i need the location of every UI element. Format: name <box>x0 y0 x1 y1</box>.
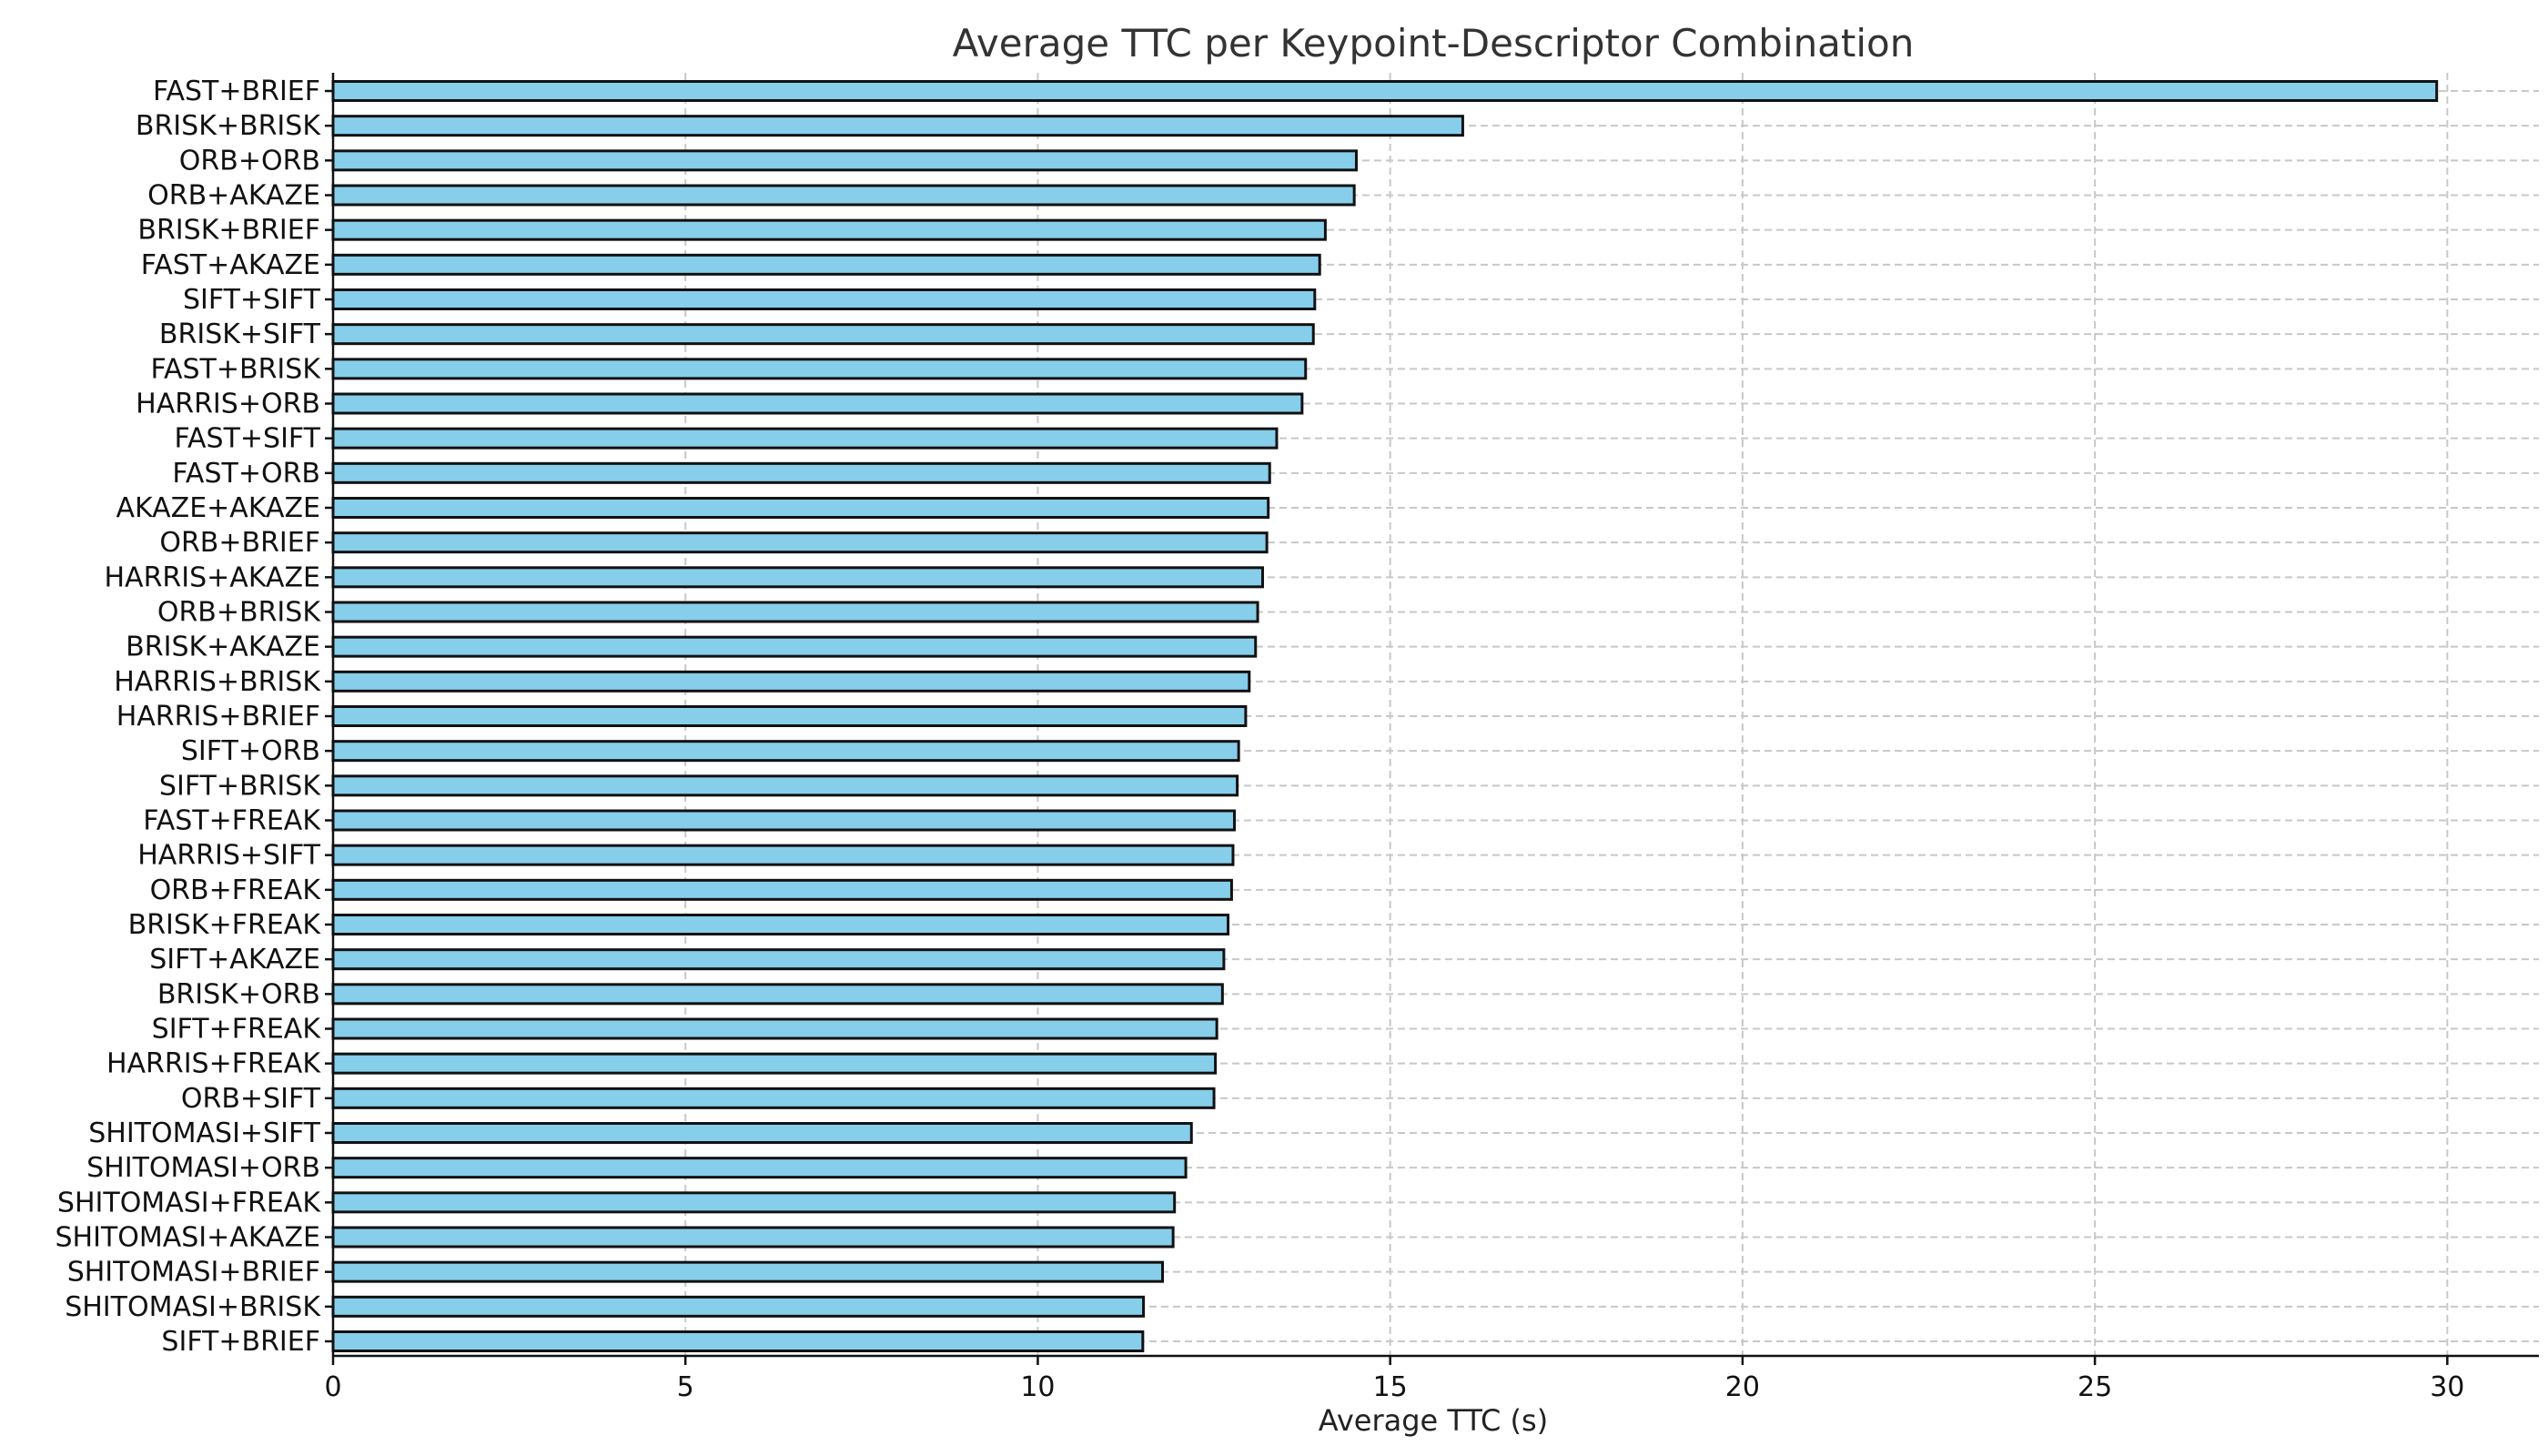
y-tick-label: SIFT+BRISK <box>159 770 321 802</box>
bar <box>331 461 1271 484</box>
y-tick-label: SIFT+FREAK <box>152 1014 322 1046</box>
y-tick-label: SHITOMASI+ORB <box>86 1152 320 1184</box>
x-ticks: 0 5 10 15 20 25 30 <box>324 1356 2464 1403</box>
y-tick-label: BRISK+BRIEF <box>137 215 320 247</box>
category-labels: FAST+BRIEFBRISK+BRISKORB+ORBORB+AKAZEBRI… <box>55 76 321 1358</box>
x-tick-label: 0 <box>324 1371 341 1403</box>
y-tick-label: BRISK+BRISK <box>136 110 321 142</box>
bar <box>331 948 1226 971</box>
bar <box>331 115 1464 137</box>
y-tick-label: HARRIS+SIFT <box>137 840 320 872</box>
y-tick-label: SHITOMASI+SIFT <box>88 1117 320 1149</box>
y-tick-label: HARRIS+BRIEF <box>116 701 320 733</box>
y-tick-label: FAST+BRIEF <box>153 76 320 107</box>
bar <box>331 878 1233 901</box>
bar <box>331 1260 1165 1283</box>
bar <box>331 253 1321 276</box>
y-tick-label: HARRIS+AKAZE <box>105 561 321 593</box>
y-tick-label: HARRIS+FREAK <box>106 1048 321 1080</box>
x-tick-label: 30 <box>2430 1371 2464 1403</box>
x-axis-label: Average TTC (s) <box>1319 1403 1548 1438</box>
bar <box>331 601 1259 623</box>
bar <box>331 358 1308 380</box>
y-tick-label: SIFT+BRIEF <box>161 1326 320 1358</box>
bar <box>331 149 1358 172</box>
x-tick-label: 10 <box>1020 1371 1055 1403</box>
x-tick-label: 15 <box>1373 1371 1408 1403</box>
x-tick-label: 25 <box>2078 1371 2112 1403</box>
y-tick-label: SHITOMASI+AKAZE <box>55 1222 320 1254</box>
bar <box>331 670 1251 693</box>
bar <box>331 427 1279 450</box>
y-tick-label: ORB+BRISK <box>157 597 321 629</box>
bar <box>331 1157 1188 1179</box>
bar <box>331 531 1269 554</box>
y-tick-label: FAST+BRISK <box>150 353 321 385</box>
y-tick-label: ORB+SIFT <box>181 1083 321 1115</box>
y-tick-label: SIFT+SIFT <box>183 284 321 316</box>
bar <box>331 635 1258 658</box>
y-tick-label: HARRIS+ORB <box>136 389 320 420</box>
y-tick-label: HARRIS+BRISK <box>114 666 321 698</box>
y-tick-label: SHITOMASI+FREAK <box>57 1187 321 1218</box>
y-tick-label: ORB+AKAZE <box>147 180 320 212</box>
y-tick-label: AKAZE+AKAZE <box>116 492 320 524</box>
bar <box>331 1052 1218 1075</box>
bar <box>331 1087 1216 1109</box>
bar <box>331 914 1230 935</box>
bar <box>331 80 2439 102</box>
bar <box>331 566 1264 589</box>
chart-title: Average TTC per Keypoint-Descriptor Comb… <box>953 21 1915 66</box>
y-tick-label: FAST+SIFT <box>175 423 321 455</box>
y-tick-label: ORB+ORB <box>179 145 320 177</box>
bar <box>331 218 1327 241</box>
bar <box>331 844 1235 866</box>
y-tick-label: FAST+AKAZE <box>141 249 320 281</box>
bar <box>331 1122 1193 1144</box>
bar <box>331 774 1239 797</box>
y-tick-label: SIFT+AKAZE <box>149 944 320 976</box>
bar <box>331 184 1356 207</box>
bar <box>331 809 1237 832</box>
y-tick-label: FAST+ORB <box>172 458 320 490</box>
bar <box>331 983 1224 1006</box>
bar <box>331 497 1270 519</box>
bar <box>331 288 1317 310</box>
axes <box>325 73 2539 1358</box>
y-tick-label: BRISK+AKAZE <box>126 632 320 663</box>
bar <box>331 1191 1177 1214</box>
bar <box>331 1017 1218 1040</box>
y-tick-label: SHITOMASI+BRIEF <box>67 1257 320 1289</box>
bar <box>331 323 1315 346</box>
bar <box>331 1330 1145 1352</box>
bar <box>331 740 1240 763</box>
y-tick-label: SIFT+ORB <box>181 735 320 767</box>
x-tick-label: 5 <box>677 1371 694 1403</box>
bar <box>331 705 1248 727</box>
y-tick-label: BRISK+ORB <box>157 978 320 1010</box>
y-tick-label: SHITOMASI+BRISK <box>65 1291 321 1323</box>
y-tick-label: BRISK+SIFT <box>159 318 321 350</box>
y-tick-label: BRISK+FREAK <box>128 909 322 941</box>
y-tick-label: ORB+BRIEF <box>159 527 320 559</box>
bar <box>331 1295 1146 1318</box>
bar <box>331 1226 1175 1249</box>
bar <box>331 392 1304 415</box>
y-tick-label: FAST+FREAK <box>143 805 321 837</box>
x-tick-label: 20 <box>1725 1371 1760 1403</box>
y-tick-label: ORB+FREAK <box>150 875 322 906</box>
